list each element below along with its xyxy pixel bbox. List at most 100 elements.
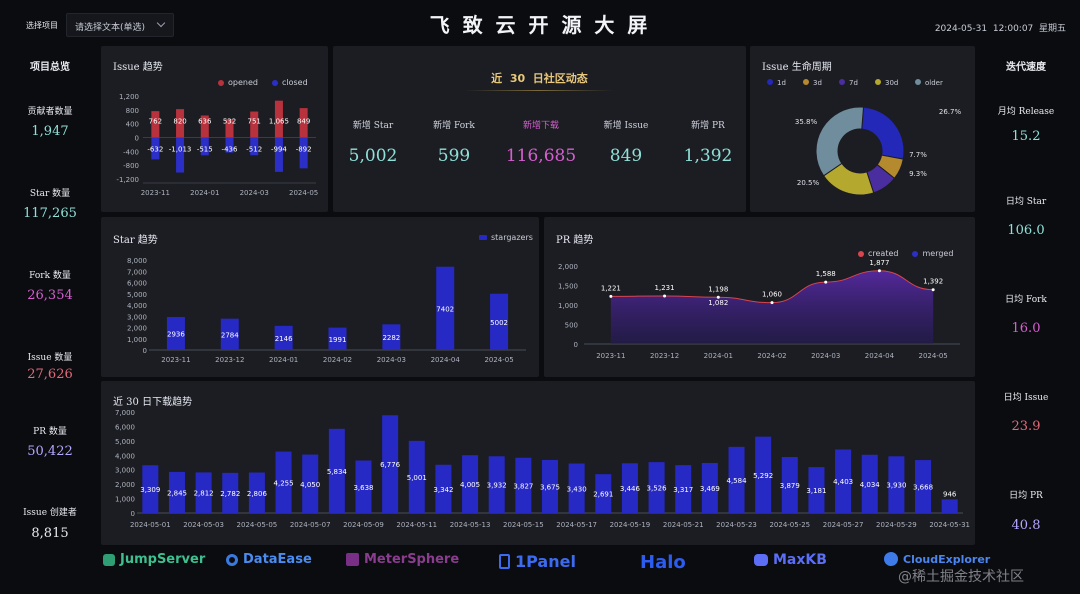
logo-dataease-label: DataEase: [243, 552, 312, 567]
issue-lifecycle-panel: Issue 生命周期 1d 3d 7d 30d older 26.7% 7.7% 9.3% 20…: [750, 46, 975, 212]
kpi-new-download-label: 新增下载: [522, 121, 559, 131]
legend-created-swatch: [858, 250, 864, 257]
data-label-closed: -994: [271, 146, 287, 154]
legend-30d-swatch: [875, 79, 881, 85]
x-tick-label: 2024-05-23: [716, 521, 757, 529]
stat-issues-label: Issue 数量: [27, 353, 73, 363]
stat-forks-value: 26,354: [27, 288, 73, 303]
y-tick-label: 3,000: [127, 313, 147, 321]
kpi-new-issue-value: 849: [609, 146, 643, 166]
bar-downloads: [675, 465, 692, 513]
dataease-logo-icon: [226, 553, 238, 566]
x-tick-label: 2023-11: [161, 356, 190, 364]
bar-downloads: [168, 471, 185, 513]
bar-downloads: [142, 465, 159, 513]
pr-trend-panel: PR 趋势 created merged 2,000 1,500 1,000 500 0…: [544, 217, 975, 377]
stat-daily-issue-label: 日均 Issue: [1003, 393, 1049, 403]
point-created: [609, 294, 613, 298]
bar-closed: [250, 137, 259, 156]
data-label: 3,879: [780, 482, 800, 490]
bar-downloads: [648, 462, 665, 513]
bar-closed: [274, 137, 283, 172]
y-tick-label: 1,000: [558, 302, 578, 310]
data-label: 5,834: [327, 468, 348, 476]
stat-issues-value: 27,626: [27, 367, 73, 382]
stat-monthly-release-label: 月均 Release: [997, 107, 1055, 117]
community-panel: 近 30 日社区动态 新增 Star 5,002 新增 Fork 599 新增下…: [333, 46, 746, 212]
slice-label-1d: 26.7%: [939, 108, 962, 116]
legend-created-label: created: [868, 249, 899, 258]
data-label-created: 1,877: [869, 259, 889, 267]
kpi-new-star-value: 5,002: [348, 146, 398, 166]
bar-opened: [200, 115, 209, 138]
data-label: 3,469: [700, 485, 720, 493]
bar-downloads: [488, 456, 505, 513]
stat-issue-creators-value: 8,815: [31, 526, 69, 541]
bar-downloads: [568, 463, 585, 513]
issue-trend-panel: Issue 趋势 opened closed 1,200 800 400 0 -400-…: [101, 46, 328, 212]
bar-stargazers: [328, 327, 347, 350]
x-tick-label: 2023-11: [141, 189, 170, 197]
y-tick-label: 4,000: [115, 452, 135, 460]
bar-downloads: [222, 472, 239, 513]
logo-dataease[interactable]: DataEase: [226, 552, 312, 567]
logo-metersphere[interactable]: MeterSphere: [346, 552, 459, 567]
y-tick-label: 800: [126, 107, 139, 115]
y-tick-label: -800: [123, 162, 139, 170]
bar-closed: [225, 137, 234, 153]
pr-trend-legend: created merged: [858, 249, 953, 258]
maxkb-logo-icon: [754, 554, 768, 566]
bar-downloads: [195, 472, 212, 513]
bar-downloads: [515, 457, 532, 513]
point-created: [770, 301, 774, 305]
data-label-created: 1,198: [708, 285, 728, 293]
issue-trend-title: Issue 趋势: [113, 62, 163, 73]
bar-downloads: [755, 436, 772, 513]
y-tick-label: 500: [565, 322, 578, 330]
data-label: 6,776: [380, 461, 401, 469]
stat-daily-fork-label: 日均 Fork: [1005, 295, 1047, 305]
y-tick-label: -1,200: [116, 176, 139, 184]
legend-7d-swatch: [839, 79, 845, 85]
data-label: 4,255: [274, 479, 294, 487]
data-label: 5,292: [753, 472, 773, 480]
stat-prs-label: PR 数量: [33, 427, 67, 437]
bar-downloads: [915, 460, 932, 513]
bar-opened: [274, 100, 283, 138]
x-tick-label: 2024-05-31: [929, 521, 970, 529]
x-tick-label: 2024-05: [919, 352, 948, 360]
bar-opened: [151, 111, 160, 138]
data-label: 2146: [275, 335, 293, 343]
y-tick-label: 400: [126, 121, 139, 129]
data-label: 1991: [329, 336, 347, 344]
x-tick-label: 2024-02: [323, 356, 352, 364]
logo-cloudexplorer[interactable]: CloudExplorer: [884, 552, 990, 566]
y-tick-label: 3,000: [115, 467, 135, 475]
project-select[interactable]: 请选择文本(单选): [66, 13, 174, 37]
x-tick-label: 2024-05-29: [876, 521, 917, 529]
data-label: 3,181: [806, 487, 826, 495]
x-tick-label: 2024-05-09: [343, 521, 384, 529]
bar-downloads: [808, 467, 825, 513]
slice-label-older: 35.8%: [795, 118, 818, 126]
legend-3d-swatch: [803, 79, 809, 85]
x-tick-label: 2024-05-05: [237, 521, 278, 529]
logo-1panel[interactable]: 1Panel: [499, 552, 576, 571]
x-tick-label: 2023-12: [650, 352, 679, 360]
data-label: 3,638: [353, 484, 373, 492]
x-tick-label: 2023-11: [596, 352, 625, 360]
velocity-title: 迭代速度: [1006, 62, 1046, 73]
x-tick-label: 2024-05: [289, 189, 318, 197]
logo-maxkb[interactable]: MaxKB: [754, 552, 827, 568]
logo-jumpserver[interactable]: JumpServer: [103, 552, 205, 567]
data-label-created: 1,060: [762, 291, 782, 299]
data-label-opened: 820: [173, 118, 186, 126]
data-label: 7402: [436, 305, 454, 313]
bar-stargazers: [490, 293, 509, 350]
logo-halo[interactable]: Halo: [640, 552, 686, 573]
bar-downloads: [248, 472, 265, 513]
y-tick-label: 0: [131, 510, 135, 518]
pr-trend-title: PR 趋势: [556, 235, 594, 246]
onepanel-logo-icon: [499, 554, 510, 569]
x-tick-label: 2024-01: [269, 356, 298, 364]
